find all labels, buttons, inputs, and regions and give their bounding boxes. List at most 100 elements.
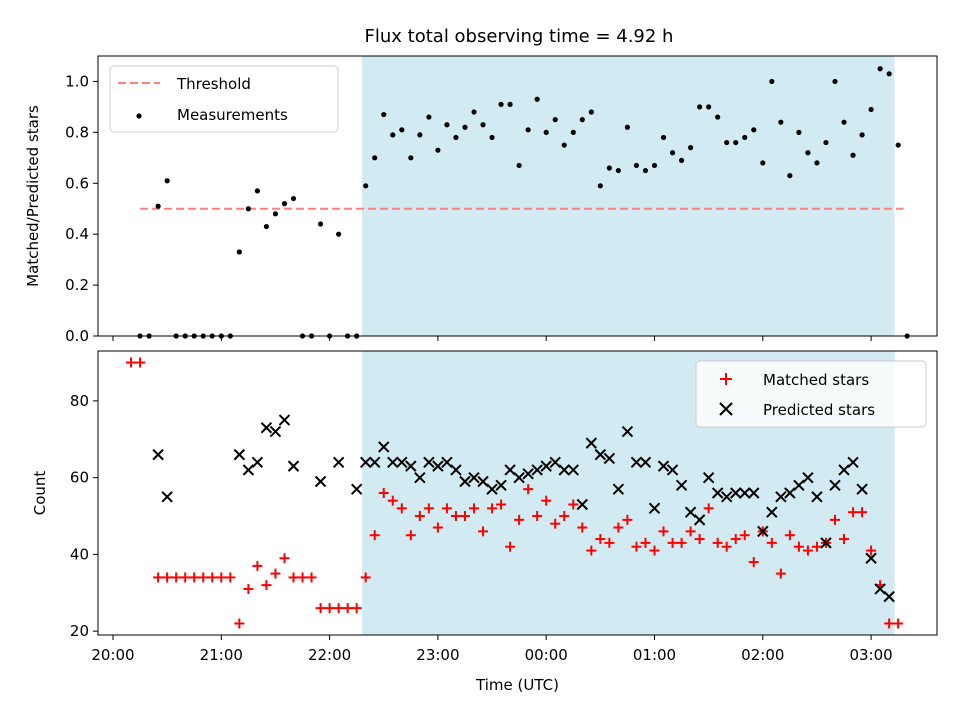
measurement-point [769, 78, 775, 85]
predicted-point [278, 414, 291, 426]
matched-point [694, 534, 705, 545]
x-tick-label: 02:00 [741, 646, 784, 664]
matched-point [721, 541, 732, 552]
measurement-point [408, 155, 414, 161]
measurement-point [651, 162, 658, 169]
predicted-point [802, 471, 814, 484]
matched-points [126, 357, 904, 629]
matched-point [496, 499, 507, 510]
measurement-point [381, 111, 387, 118]
predicted-point [287, 460, 300, 472]
matched-point [541, 495, 552, 506]
measurement-point [254, 188, 260, 194]
matched-point [793, 541, 804, 552]
predicted-point [612, 483, 625, 495]
measurement-point [742, 134, 748, 141]
bottom-axes-frame [97, 350, 938, 636]
matched-point [667, 537, 678, 548]
matched-point [523, 484, 534, 495]
measurement-point [805, 150, 811, 156]
matched-point [839, 534, 850, 545]
legend-predicted-label: Predicted stars [763, 401, 875, 419]
measurement-point [507, 101, 513, 107]
matched-point [676, 537, 687, 548]
measurement-point [624, 124, 631, 130]
measurement-point [498, 101, 504, 107]
bottom-y-axis: 20 40 60 80 [70, 392, 98, 640]
predicted-point [405, 460, 417, 472]
predicted-point [558, 464, 570, 476]
predicted-point [693, 514, 706, 526]
matched-point [505, 541, 516, 552]
matched-point [126, 357, 137, 368]
predicted-point [775, 491, 787, 503]
matched-point [604, 537, 615, 548]
predicted-point [513, 471, 525, 484]
matched-point [766, 537, 777, 548]
top-axes-frame [97, 55, 938, 337]
matched-point [189, 572, 200, 583]
matched-point [469, 503, 479, 514]
predicted-point [865, 552, 877, 564]
measurement-point [317, 221, 324, 227]
predicted-point [711, 487, 724, 499]
matched-point [830, 514, 840, 525]
predicted-point [504, 464, 516, 476]
predicted-point [387, 456, 399, 469]
measurement-point [155, 203, 161, 209]
measurement-point [633, 162, 640, 169]
predicted-point [603, 452, 616, 465]
predicted-point [757, 525, 769, 538]
predicted-point [829, 479, 841, 492]
predicted-point [856, 483, 868, 495]
measurement-point [796, 129, 802, 135]
measurement-point [588, 109, 594, 115]
predicted-point [332, 456, 345, 469]
matched-point [568, 499, 579, 510]
matched-point [153, 572, 164, 583]
measurement-point [543, 129, 549, 135]
predicted-point [477, 475, 489, 488]
matched-point [297, 572, 308, 583]
measurement-point [281, 201, 288, 207]
measurement-point [760, 160, 766, 166]
legend-matched-label: Matched stars [763, 371, 869, 389]
predicted-point [639, 456, 652, 469]
matched-point [622, 514, 633, 525]
top-y-tick-label: 0.0 [65, 327, 89, 345]
measurement-point [489, 134, 495, 141]
predicted-point [666, 464, 679, 476]
measurement-point [886, 71, 892, 77]
predicted-point [838, 464, 850, 476]
matched-point [595, 534, 606, 545]
measurement-point [660, 134, 667, 141]
measurement-point [814, 160, 820, 166]
measurement-point [390, 132, 396, 138]
measurement-point [471, 109, 477, 115]
matched-point [378, 488, 389, 498]
predicted-point [350, 483, 363, 495]
measurement-point [453, 134, 459, 141]
predicted-point [414, 471, 426, 484]
measurement-point [534, 96, 540, 102]
matched-point [586, 545, 597, 556]
predicted-point [450, 464, 462, 476]
matched-point [279, 553, 290, 564]
predicted-point [161, 491, 173, 503]
predicted-point [314, 475, 327, 488]
predicted-point [468, 471, 480, 484]
matched-point [135, 357, 146, 368]
matched-point [225, 572, 236, 583]
predicted-point [847, 456, 859, 469]
bottom-y-tick-label: 80 [70, 392, 89, 410]
matched-point [748, 557, 759, 568]
matched-point [351, 603, 362, 614]
predicted-point [621, 425, 634, 438]
bottom-y-axis-label: Count [31, 471, 49, 516]
matched-point [577, 522, 588, 533]
legend-measurements-swatch [136, 113, 142, 119]
measurement-point [597, 183, 603, 189]
matched-point [631, 541, 642, 552]
x-tick-label: 01:00 [633, 646, 676, 664]
top-y-tick-label: 1.0 [65, 72, 89, 90]
